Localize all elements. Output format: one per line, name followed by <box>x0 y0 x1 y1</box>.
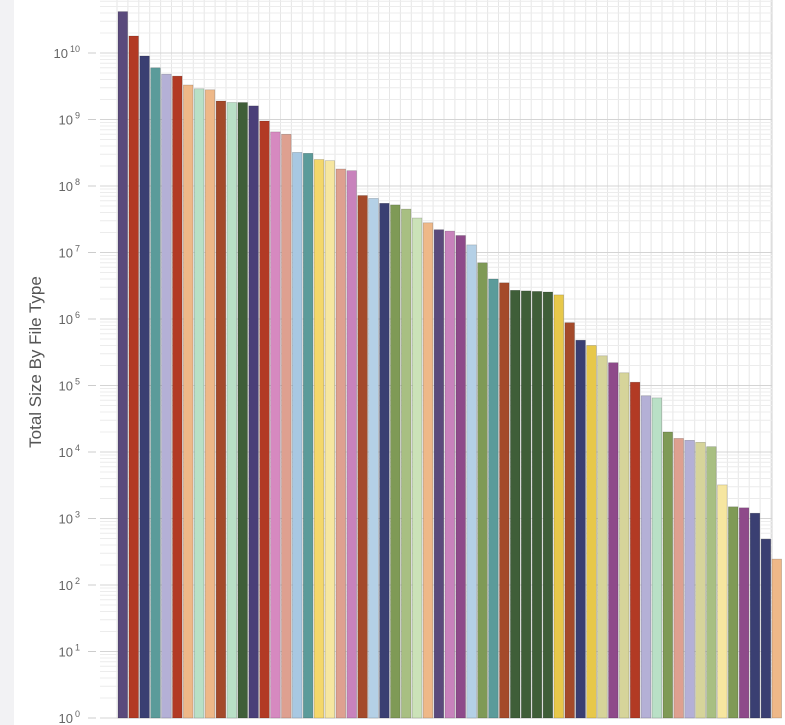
bar <box>651 397 662 719</box>
bar <box>313 159 325 719</box>
y-axis-label: Total Size By File Type <box>26 276 45 448</box>
left-margin-strip <box>0 0 14 725</box>
bar <box>706 446 717 719</box>
bar <box>760 538 771 719</box>
bars <box>117 11 782 719</box>
bar <box>379 203 390 719</box>
bar <box>553 294 564 719</box>
bar <box>597 355 608 719</box>
bar <box>302 153 314 719</box>
bar <box>575 339 586 719</box>
bar <box>194 88 205 719</box>
bar <box>499 282 510 719</box>
bar <box>542 291 553 719</box>
bar <box>401 208 412 719</box>
bar <box>444 230 455 719</box>
bar <box>684 439 695 719</box>
bar <box>292 152 303 719</box>
bar <box>183 84 194 719</box>
bar <box>728 506 739 719</box>
bar <box>488 278 499 719</box>
bar <box>510 289 521 719</box>
y-tick-label: 10 6 <box>59 310 80 327</box>
bar <box>586 345 597 719</box>
bar <box>346 170 357 719</box>
y-tick-label: 10 7 <box>59 244 80 261</box>
bar <box>161 73 172 719</box>
bar <box>335 168 346 719</box>
bar <box>259 120 270 719</box>
bar <box>520 290 532 719</box>
bar <box>455 235 466 719</box>
bar <box>695 441 706 719</box>
bar <box>237 102 248 719</box>
bar <box>771 558 782 719</box>
y-tick-label: 10 4 <box>59 443 80 460</box>
y-tick-label: 10 2 <box>59 576 80 593</box>
bar <box>324 160 336 719</box>
bar <box>248 105 259 719</box>
bar <box>738 507 750 719</box>
bar <box>564 322 575 719</box>
bar <box>390 204 401 719</box>
bar <box>117 11 128 719</box>
bar <box>531 291 543 719</box>
y-tick-label: 10 5 <box>59 377 80 394</box>
bar <box>128 35 139 719</box>
bar <box>673 438 684 719</box>
bar <box>281 134 292 719</box>
y-tick-label: 10 10 <box>54 44 80 61</box>
y-tick-label: 10 1 <box>59 643 80 660</box>
bar <box>640 395 652 719</box>
bar <box>139 55 150 719</box>
bar <box>357 195 368 719</box>
bar <box>368 198 379 719</box>
bar <box>411 217 423 719</box>
bar <box>204 89 216 719</box>
bar <box>172 75 183 719</box>
bar <box>717 484 728 719</box>
bar <box>466 244 477 719</box>
bar <box>215 100 227 719</box>
bar <box>150 67 161 719</box>
y-tick-label: 10 3 <box>59 510 80 527</box>
bar <box>422 222 434 719</box>
bar <box>619 372 630 719</box>
bar <box>433 229 445 719</box>
bar <box>270 131 281 719</box>
bar <box>226 102 237 719</box>
bar <box>608 362 619 719</box>
y-tick-label: 10 9 <box>59 111 80 128</box>
bar <box>749 512 761 719</box>
bar <box>477 262 488 719</box>
bar <box>629 381 641 719</box>
bar <box>662 431 673 719</box>
y-tick-label: 10 8 <box>59 177 80 194</box>
y-tick-label: 10 0 <box>59 709 80 725</box>
